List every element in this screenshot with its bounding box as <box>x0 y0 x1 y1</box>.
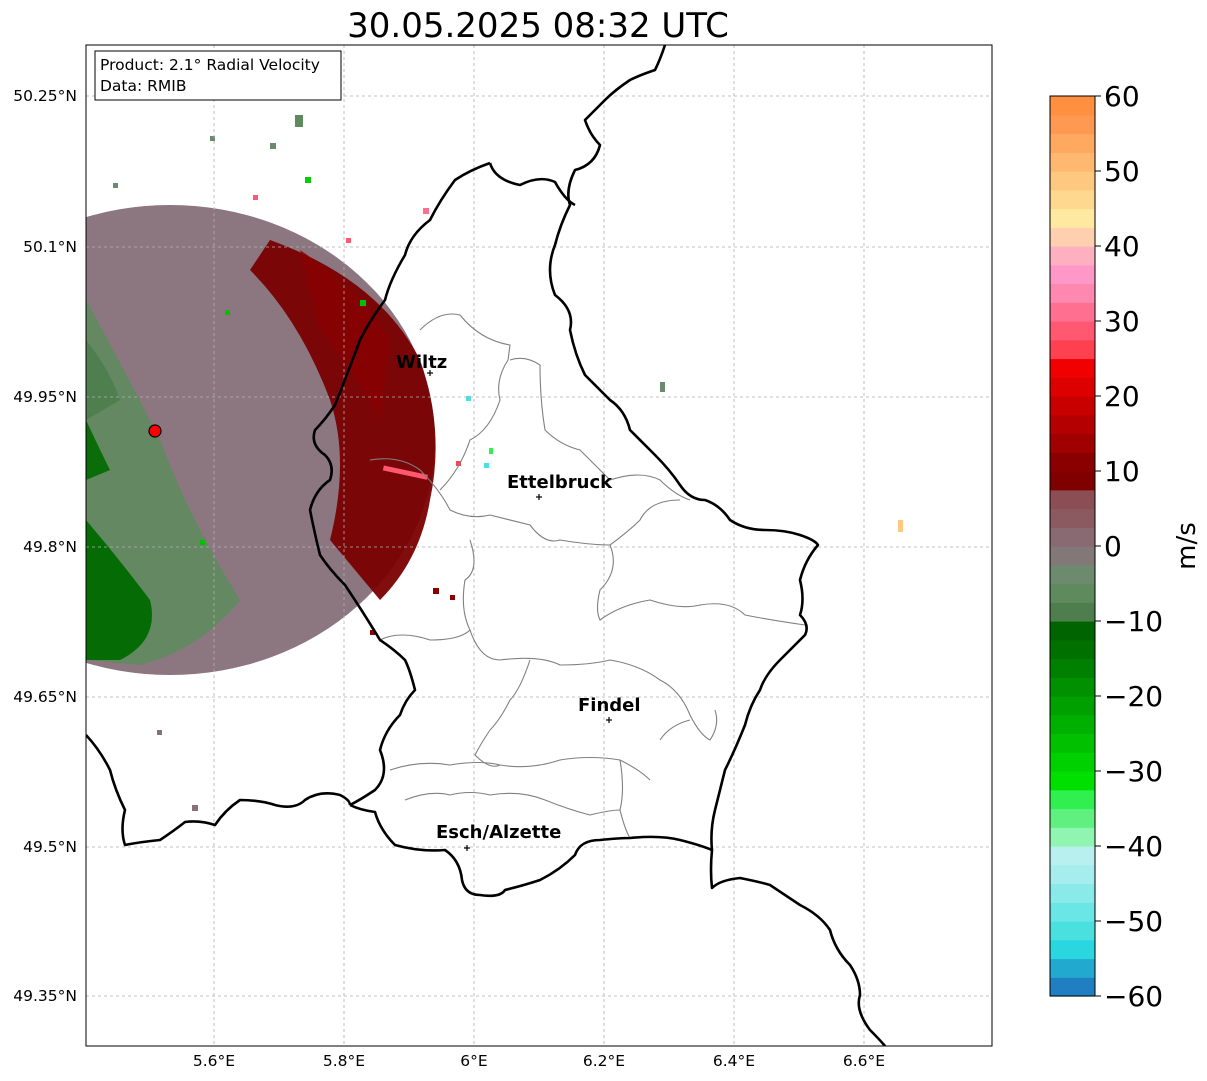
colorbar-segment <box>1050 96 1095 116</box>
colorbar-tick-label: 30 <box>1104 305 1140 338</box>
colorbar-segment <box>1050 808 1095 828</box>
colorbar-segment <box>1050 114 1095 135</box>
colorbar-segment <box>1050 939 1095 960</box>
colorbar-segment <box>1050 621 1095 641</box>
lon-label: 5.6°E <box>193 1052 235 1070</box>
lat-label: 49.65°N <box>13 688 77 706</box>
radar-site-marker <box>148 424 162 438</box>
colorbar-segment <box>1050 302 1095 322</box>
colorbar-tick-label: 50 <box>1104 155 1140 188</box>
city-label-wiltz: Wiltz <box>396 352 447 373</box>
colorbar-segment <box>1050 677 1095 697</box>
city-label-esch-alzette: Esch/Alzette <box>436 822 561 843</box>
city-markers <box>427 370 612 851</box>
lat-label: 49.95°N <box>13 388 77 406</box>
colorbar-segment <box>1050 564 1095 585</box>
colorbar-unit-label: m/s <box>1172 522 1202 570</box>
colorbar-tick-label: 0 <box>1104 530 1122 563</box>
colorbar-segment <box>1050 733 1095 753</box>
lon-label: 6.2°E <box>583 1052 625 1070</box>
colorbar-segment <box>1050 864 1095 885</box>
colorbar-tick-label: 10 <box>1104 455 1140 488</box>
colorbar-segment <box>1050 883 1095 903</box>
lat-label: 50.1°N <box>23 238 77 256</box>
colorbar-segment <box>1050 396 1095 416</box>
colorbar-segment <box>1050 902 1095 922</box>
colorbar-segment <box>1050 658 1095 678</box>
colorbar-segment <box>1050 189 1095 210</box>
city-label-findel: Findel <box>578 695 641 716</box>
colorbar-tick-label: −50 <box>1104 905 1163 938</box>
graticule <box>86 45 992 1046</box>
colorbar-segment <box>1050 827 1095 847</box>
colorbar-segment <box>1050 714 1095 735</box>
info-data-source: Data: RMIB <box>100 77 187 95</box>
colorbar-segment <box>1050 152 1095 172</box>
colorbar-segment <box>1050 339 1095 360</box>
country-borders <box>86 45 886 1046</box>
lat-label: 49.8°N <box>23 538 77 556</box>
colorbar-segment <box>1050 771 1095 791</box>
colorbar-segment <box>1050 414 1095 435</box>
colorbar-tick-label: 20 <box>1104 380 1140 413</box>
colorbar-segment <box>1050 377 1095 397</box>
lat-label: 50.25°N <box>13 87 77 105</box>
colorbar-segment <box>1050 133 1095 153</box>
colorbar-segment <box>1050 546 1095 566</box>
colorbar-segment <box>1050 433 1095 453</box>
colorbar <box>1050 96 1095 997</box>
colorbar-segment <box>1050 752 1095 772</box>
colorbar-tick-label: 60 <box>1104 80 1140 113</box>
colorbar-segment <box>1050 602 1095 622</box>
info-product: Product: 2.1° Radial Velocity <box>100 56 320 74</box>
lon-label: 6.4°E <box>713 1052 755 1070</box>
colorbar-segment <box>1050 171 1095 191</box>
colorbar-segment <box>1050 264 1095 285</box>
colorbar-segment <box>1050 583 1095 603</box>
colorbar-segment <box>1050 452 1095 472</box>
canton-borders <box>369 313 806 839</box>
colorbar-tick-label: 40 <box>1104 230 1140 263</box>
colorbar-tick-label: −20 <box>1104 680 1163 713</box>
colorbar-segment <box>1050 227 1095 247</box>
colorbar-segment <box>1050 508 1095 528</box>
lon-label: 6°E <box>460 1052 487 1070</box>
colorbar-segment <box>1050 208 1095 228</box>
colorbar-segment <box>1050 789 1095 810</box>
info-box: Product: 2.1° Radial Velocity Data: RMIB <box>94 50 342 101</box>
colorbar-segment <box>1050 639 1095 660</box>
map-frame <box>85 44 993 1047</box>
colorbar-segment <box>1050 471 1095 491</box>
lon-axis-labels: 5.6°E 5.8°E 6°E 6.2°E 6.4°E 6.6°E <box>193 1052 885 1070</box>
colorbar-ticks: 60 50 40 30 20 10 0 −10 −20 −30 −40 −50 −60 <box>1095 80 1163 1013</box>
colorbar-segment <box>1050 846 1095 866</box>
colorbar-segment <box>1050 527 1095 547</box>
colorbar-segment <box>1050 358 1095 378</box>
lat-axis-labels: 50.25°N 50.1°N 49.95°N 49.8°N 49.65°N 49… <box>13 87 77 1005</box>
colorbar-tick-label: −10 <box>1104 605 1163 638</box>
map-title: 30.05.2025 08:32 UTC <box>347 6 729 46</box>
lon-label: 5.8°E <box>323 1052 365 1070</box>
colorbar-segment <box>1050 958 1095 978</box>
colorbar-segment <box>1050 489 1095 510</box>
city-label-ettelbruck: Ettelbruck <box>507 472 613 493</box>
radar-echoes <box>86 115 903 811</box>
colorbar-segment <box>1050 977 1095 997</box>
colorbar-tick-label: −40 <box>1104 830 1163 863</box>
colorbar-segment <box>1050 321 1095 341</box>
lat-label: 49.5°N <box>23 838 77 856</box>
colorbar-segment <box>1050 921 1095 941</box>
lat-label: 49.35°N <box>13 987 77 1005</box>
colorbar-segment <box>1050 283 1095 303</box>
colorbar-segment <box>1050 246 1095 266</box>
colorbar-tick-label: −60 <box>1104 980 1163 1013</box>
colorbar-segment <box>1050 696 1095 716</box>
colorbar-tick-label: −30 <box>1104 755 1163 788</box>
lon-label: 6.6°E <box>843 1052 885 1070</box>
